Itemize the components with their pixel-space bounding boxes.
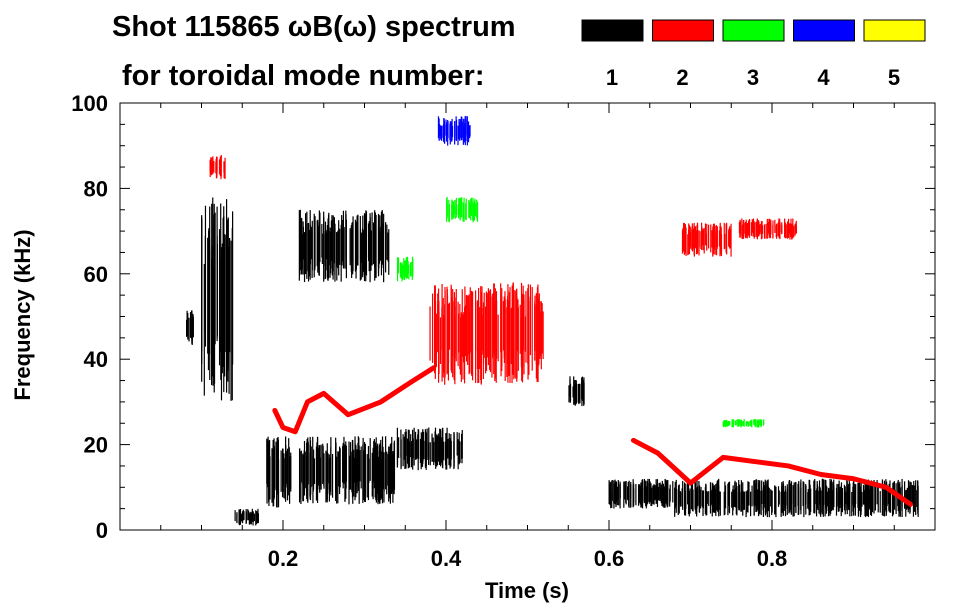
y-tick-label: 20 (84, 433, 108, 458)
legend-label-n3: 3 (747, 65, 759, 90)
series-2 (209, 154, 914, 507)
legend-label-n2: 2 (676, 65, 688, 90)
chart-title: Shot 115865 ωB(ω) spectrum (112, 11, 516, 43)
x-axis-label: Time (s) (485, 578, 569, 603)
legend-label-n1: 1 (606, 65, 618, 90)
y-tick-label: 60 (84, 262, 108, 287)
x-tick-label: 0.6 (594, 546, 625, 571)
y-tick-label: 100 (71, 91, 108, 116)
series-3 (396, 196, 765, 428)
x-tick-label: 0.2 (268, 546, 299, 571)
x-tick-label: 0.8 (757, 546, 788, 571)
series-1-region (298, 436, 396, 505)
series-1-region (568, 376, 585, 407)
series-1-region (186, 310, 194, 345)
series-3-region (396, 256, 414, 282)
series-2-region (738, 218, 798, 240)
legend-swatch-n3 (722, 19, 785, 42)
series-3-region (722, 419, 765, 428)
y-tick-label: 80 (84, 176, 108, 201)
y-axis-label: Frequency (kHz) (10, 229, 35, 400)
series-1-region (298, 209, 390, 283)
series-2-region (681, 222, 732, 257)
spectrum-data (186, 115, 919, 526)
y-tick-label: 40 (84, 347, 108, 372)
series-1-region (234, 508, 259, 526)
series-4 (437, 115, 471, 146)
series-3-region (446, 196, 479, 223)
series-1-region (396, 427, 463, 471)
legend-label-n5: 5 (888, 65, 900, 90)
y-tick-label: 0 (96, 518, 108, 543)
series-1 (186, 197, 919, 526)
series-1-region (608, 478, 674, 509)
series-2-mode-line (630, 437, 914, 507)
legend-swatch-n2 (652, 19, 714, 42)
series-2-region (429, 282, 544, 385)
axes: 0 20 40 60 80 100 0.2 0.4 0.6 0.8 (71, 91, 936, 571)
legend-label-n4: 4 (817, 65, 830, 90)
legend-swatch-n5 (863, 19, 926, 42)
chart-subtitle: for toroidal mode number: (122, 60, 485, 92)
series-2-mode-line (272, 365, 437, 435)
x-tick-label: 0.4 (431, 546, 462, 571)
series-1-region (201, 197, 234, 401)
series-1-region (674, 478, 919, 518)
legend-swatch-n4 (793, 19, 855, 42)
series-1-region (266, 436, 292, 508)
legend: 1 2 3 4 5 (581, 19, 926, 90)
series-4-region (437, 115, 471, 146)
series-2-region (209, 154, 226, 180)
legend-swatch-n1 (581, 19, 644, 42)
